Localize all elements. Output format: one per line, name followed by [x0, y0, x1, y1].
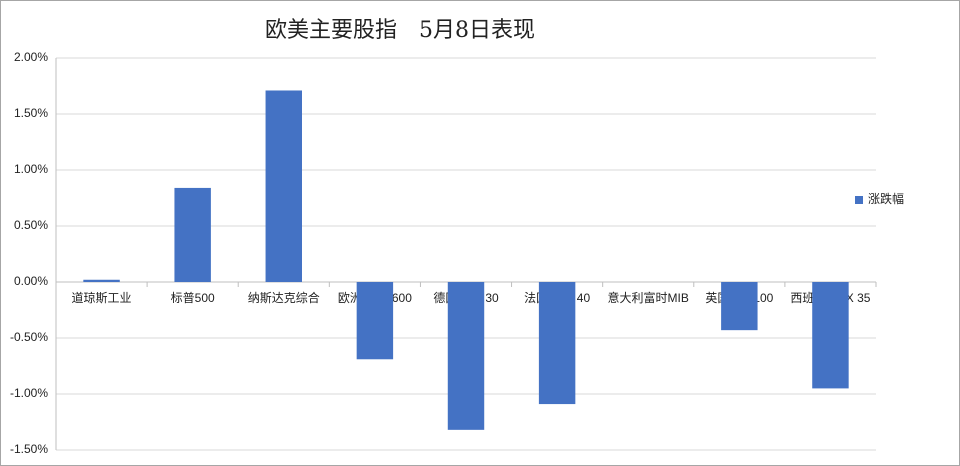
chart-title: 欧美主要股指 5月8日表现: [265, 18, 535, 43]
x-tick-label: 标普500: [171, 291, 215, 305]
bar: [721, 282, 758, 331]
x-tick-label: 纳斯达克综合: [248, 290, 320, 305]
legend-label: 涨跌幅: [868, 191, 904, 206]
y-tick-label: 1.50%: [14, 106, 48, 120]
bar: [174, 187, 211, 282]
y-tick-label: 1.00%: [14, 162, 48, 176]
bar: [538, 282, 576, 405]
bar: [812, 282, 849, 389]
bar: [265, 90, 302, 282]
x-tick-label: 意大利富时MIB: [608, 290, 689, 305]
y-tick-label: -0.50%: [10, 330, 48, 344]
legend-swatch: [855, 196, 863, 204]
bar: [447, 282, 485, 430]
y-tick-label: 2.00%: [14, 50, 48, 64]
y-tick-label: -1.50%: [10, 442, 48, 456]
y-tick-label: -1.00%: [10, 386, 48, 400]
y-tick-label: 0.50%: [14, 218, 48, 232]
y-tick-label: 0.00%: [14, 274, 48, 288]
bar: [356, 282, 394, 360]
x-tick-label: 道琼斯工业: [72, 290, 132, 305]
bar: [83, 279, 120, 282]
